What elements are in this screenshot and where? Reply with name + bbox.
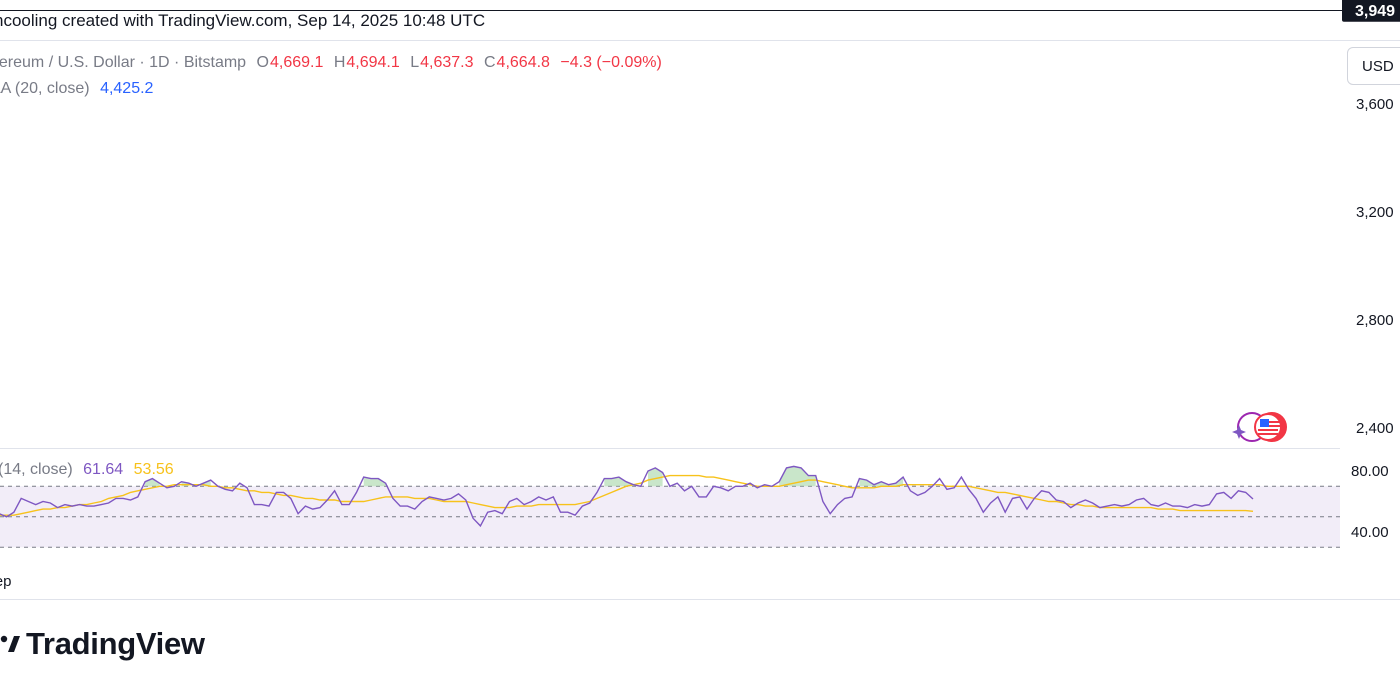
header-divider [0,40,1400,41]
ohlc-legend: hereum / U.S. Dollar · 1D · Bitstamp O4,… [0,54,668,72]
price-axis-tick: 3,600 [1356,96,1394,113]
rsi-overbought-fill [363,477,386,487]
sma-legend: AA (20, close) 4,425.2 [0,80,159,98]
high-label: H [333,54,346,71]
tradingview-logo-icon [0,635,20,652]
open-label: O [256,54,269,71]
footer-logo[interactable]: TradingView [0,626,205,662]
footer-brand: TradingView [26,626,205,661]
change-value: −4.3 (−0.09%) [560,54,662,71]
events-flag-icon[interactable] [1228,409,1298,445]
open-value: 4,669.1 [269,54,324,71]
currency-button[interactable]: USD [1347,47,1400,85]
price-tags: 4,8734,4884,1153,9494,664 [1342,0,1400,22]
rsi-label: l (14, close) [0,461,73,478]
rsi-pane [0,465,1254,528]
rsi-value: 61.64 [83,461,124,478]
price-chart[interactable]: 2,4002,8003,2003,600MayJunJulAugSep40.00… [0,0,1400,600]
rsi-ma-value: 53.56 [133,461,174,478]
rsi-band-fill [0,486,1340,548]
rsi-overbought-fill [779,466,816,487]
price-axis-tick: 2,400 [1356,420,1394,437]
rsi-overbought-fill [648,467,663,487]
low-label: L [410,54,420,71]
sma-label: AA (20, close) [0,80,90,97]
rsi-axis-tick: 80.00 [1351,463,1389,480]
close-value: 4,664.8 [496,54,550,71]
footer-divider [0,599,1400,600]
chart-header-title: ncooling created with TradingView.com, S… [0,11,486,30]
rsi-ma-line [0,474,1254,516]
axes: 2,4002,8003,2003,600MayJunJulAugSep40.00… [0,96,1394,590]
time-axis-label: Sep [0,573,11,590]
rsi-line [0,465,1254,528]
rsi-legend: l (14, close) 61.64 53.56 [0,461,180,479]
sma-value: 4,425.2 [100,80,154,97]
rsi-overbought-fill [604,477,634,487]
low-value: 4,637.3 [420,54,474,71]
symbol-description: hereum / U.S. Dollar · 1D · Bitstamp [0,54,247,71]
high-value: 4,694.1 [346,54,400,71]
price-axis-tick: 3,200 [1356,204,1394,221]
price-axis-tick: 2,800 [1356,312,1394,329]
rsi-axis-tick: 40.00 [1351,524,1389,541]
level-price-tag-bg [1342,0,1400,22]
price-levels [0,10,1342,11]
rsi-band-area [0,448,1340,548]
close-label: C [483,54,496,71]
level-price-tag: 3,949 [1355,3,1395,20]
